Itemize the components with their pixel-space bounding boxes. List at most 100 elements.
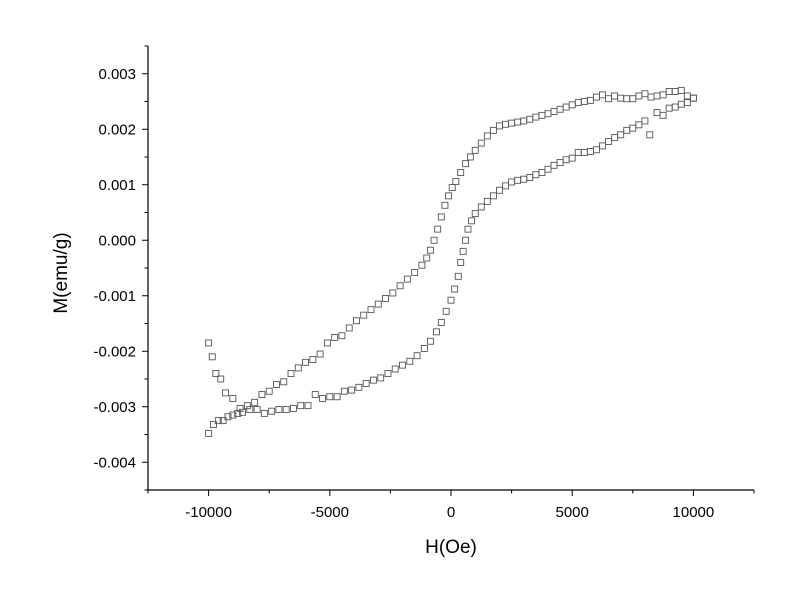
data-point [219, 417, 227, 425]
data-point [406, 357, 414, 365]
data-point [205, 339, 213, 347]
data-point [447, 296, 455, 304]
data-point [592, 146, 600, 154]
data-point [462, 160, 469, 168]
data-point [396, 282, 404, 290]
data-point [468, 217, 476, 225]
data-point [586, 96, 594, 104]
data-point [448, 184, 456, 191]
data-point [580, 98, 588, 105]
data-point [258, 391, 266, 398]
x-axis-title: H(Oe) [425, 537, 477, 558]
x-tick-label: -5000 [311, 504, 349, 521]
data-point [562, 103, 570, 111]
data-point [441, 201, 449, 209]
data-point [384, 370, 392, 377]
x-tick-label: 10000 [673, 504, 715, 521]
y-tick-label: -0.002 [93, 343, 136, 360]
axes: -10000 -5000 0 5000 10000 0.0030.0020.0010.0… [93, 45, 755, 521]
data-point [423, 254, 431, 262]
data-point [239, 408, 246, 416]
data-point [280, 378, 288, 386]
data-point [574, 149, 582, 157]
data-point [282, 406, 290, 413]
data-point [466, 153, 474, 161]
data-point [229, 394, 237, 402]
data-point [659, 111, 667, 119]
data-point [556, 159, 564, 167]
data-point [689, 94, 697, 102]
data-point [592, 93, 600, 101]
data-point [677, 100, 685, 108]
y-tick-label: -0.004 [93, 454, 136, 471]
x-tick-label: 5000 [556, 504, 589, 521]
data-point [287, 370, 295, 377]
data-point [532, 113, 540, 121]
data-point [345, 324, 353, 332]
data-point [309, 356, 317, 364]
data-point [234, 409, 242, 417]
data-point [665, 104, 673, 112]
data-point [209, 421, 217, 428]
data-point [457, 169, 465, 176]
data-point [222, 389, 230, 397]
data-point [532, 171, 540, 179]
data-point [483, 197, 491, 205]
data-point [629, 95, 637, 103]
data-point [253, 406, 261, 413]
data-point [333, 393, 341, 401]
data-point [623, 95, 631, 103]
data-point [382, 295, 390, 302]
data-point [340, 387, 348, 395]
data-point [297, 402, 305, 410]
data-point [641, 117, 649, 125]
data-point [514, 176, 522, 184]
data-point [367, 306, 375, 314]
data-point [462, 236, 469, 244]
data-point [355, 383, 363, 391]
data-point [514, 118, 522, 126]
data-point [605, 138, 613, 145]
data-point [457, 259, 465, 266]
data-point [459, 247, 467, 255]
data-point [294, 364, 302, 372]
data-point [526, 115, 534, 123]
data-point [496, 122, 503, 130]
data-point [452, 177, 460, 185]
data-point [689, 94, 697, 102]
data-point [464, 225, 472, 233]
data-point [426, 246, 434, 254]
data-point [302, 358, 310, 366]
data-point [374, 300, 382, 308]
data-point [433, 328, 440, 336]
data-point [489, 192, 497, 200]
data-point [647, 93, 655, 101]
y-axis-ticks: 0.003 0.002 0.001 0.000 -0.001 -0.002 -0.003 -0… [93, 45, 148, 491]
data-point [586, 147, 594, 155]
data-point [477, 203, 485, 211]
y-axis-title: M(emu/g) [51, 232, 72, 313]
data-point [611, 134, 619, 142]
data-point [489, 126, 497, 134]
data-point [369, 376, 377, 384]
data-point [377, 374, 385, 382]
data-point [420, 345, 428, 352]
data-point [611, 92, 619, 100]
data-point [623, 126, 631, 134]
data-point [508, 119, 516, 127]
data-point [289, 404, 297, 412]
data-point [471, 146, 479, 154]
y-tick-label: 0.000 [98, 232, 136, 249]
data-point [243, 402, 251, 410]
data-point [526, 174, 534, 181]
data-point [477, 139, 485, 147]
data-point [445, 192, 453, 200]
data-point [653, 109, 661, 117]
data-point [326, 393, 334, 401]
data-point [483, 132, 491, 140]
data-point [251, 398, 259, 406]
data-point [454, 272, 462, 280]
data-point [437, 318, 445, 326]
data-point [304, 402, 312, 410]
data-point [353, 317, 360, 325]
